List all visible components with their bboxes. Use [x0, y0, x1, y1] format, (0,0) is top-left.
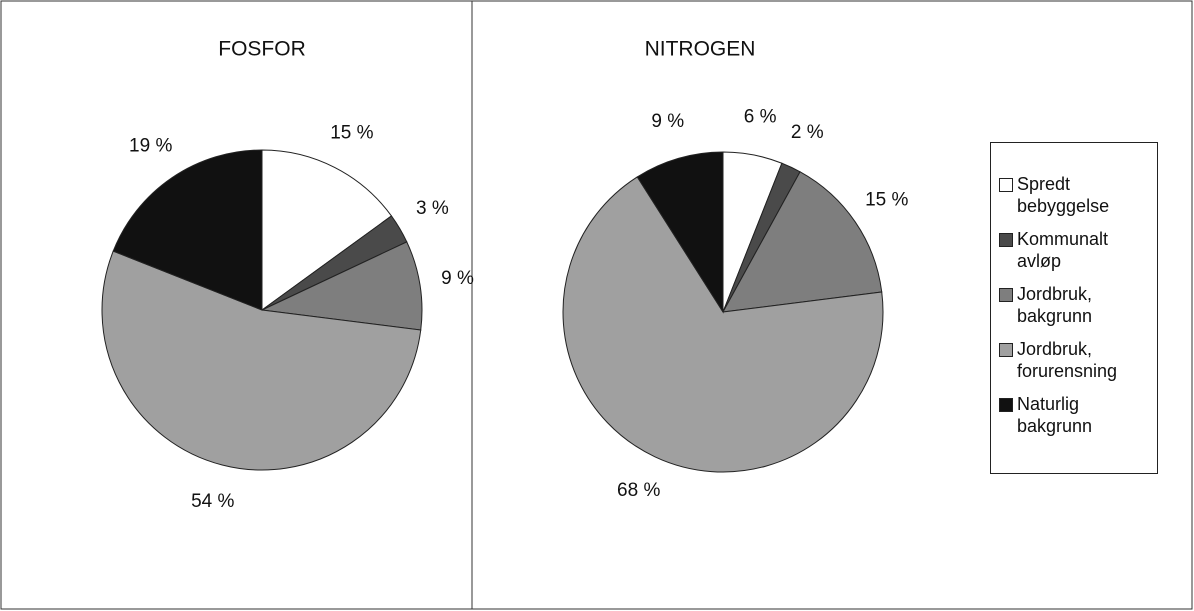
pie-slice — [562, 176, 884, 473]
legend-label: Jordbruk, bakgrunn — [1017, 284, 1093, 326]
data-label: 3 % — [416, 198, 449, 219]
data-label: 68 % — [617, 480, 660, 501]
legend-item: Jordbruk, forurensning — [999, 338, 1153, 382]
data-label: 54 % — [191, 491, 234, 512]
legend-label: Naturlig bakgrunn — [1017, 394, 1093, 436]
data-label: 19 % — [129, 135, 172, 156]
legend-item: Jordbruk, bakgrunn — [999, 283, 1153, 327]
legend-item: Naturlig bakgrunn — [999, 393, 1153, 437]
pie-slice — [261, 149, 393, 311]
pie-slice — [722, 171, 883, 313]
chart-title: NITROGEN — [645, 38, 756, 61]
legend-label: Spredt bebyggelse — [1017, 174, 1110, 216]
legend-swatch — [999, 178, 1013, 192]
legend-label: Kommunalt avløp — [1017, 229, 1109, 271]
legend-swatch — [999, 398, 1013, 412]
legend-item: Spredt bebyggelse — [999, 173, 1153, 217]
data-label: 15 % — [865, 190, 908, 211]
pie-slice — [260, 241, 423, 331]
legend-swatch — [999, 288, 1013, 302]
data-label: 9 % — [441, 268, 474, 289]
legend-swatch — [999, 343, 1013, 357]
pie-slice — [112, 149, 263, 311]
legend-label: Jordbruk, forurensning — [1017, 339, 1118, 381]
chart-title: FOSFOR — [218, 38, 306, 61]
legend: Spredt bebyggelse Kommunalt avløp Jordbruk… — [990, 142, 1158, 474]
pie-slice — [101, 250, 422, 471]
pie-slice — [636, 151, 724, 314]
legend-swatch — [999, 233, 1013, 247]
legend-item: Kommunalt avløp — [999, 228, 1153, 272]
data-label: 2 % — [791, 122, 824, 143]
data-label: 9 % — [651, 111, 684, 132]
data-label: 6 % — [744, 107, 777, 128]
data-label: 15 % — [330, 123, 373, 144]
right-panel — [471, 0, 1193, 610]
